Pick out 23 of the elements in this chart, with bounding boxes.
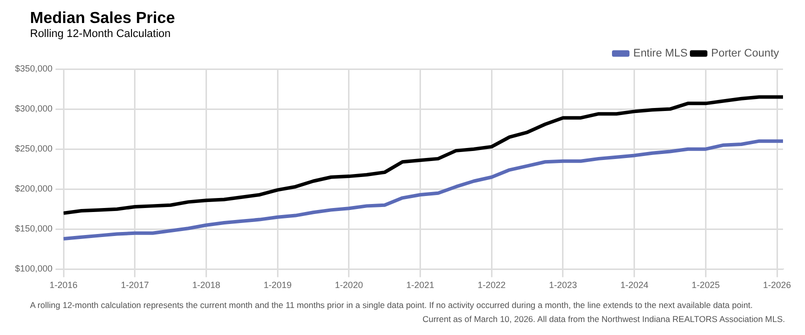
legend-label: Entire MLS [633,48,688,60]
text: A rolling 12-month calculation represents the current month and the 11 months prior in a single data point. If no activity occurred during a month, the line extends to the next available data point. [29,300,754,310]
text: Current as of March 10, 2026. All data from the Northwest Indiana REALTORS Association MLS. [421,314,786,324]
x-tick-label: 1-2019 [264,280,292,290]
x-tick-label: 1-2026 [763,280,792,290]
chart-subtitle: Rolling 12-Month Calculation [30,28,172,41]
x-tick-label: 1-2023 [548,280,578,290]
x-tick-label: 1-2018 [192,280,220,290]
y-tick-label: $150,000 [14,224,53,234]
x-tick-label: 1-2016 [50,280,78,290]
x-tick-label: 1-2021 [406,280,434,290]
y-tick-label: $250,000 [14,144,53,154]
y-tick-label: $300,000 [14,104,53,114]
x-tick-label: 1-2017 [120,280,149,290]
x-tick-label: 1-2025 [692,280,720,290]
y-tick-label: $200,000 [14,184,53,194]
x-tick-label: 1-2024 [620,280,648,290]
x-tick-label: 1-2020 [334,280,363,290]
y-tick-label: $100,000 [14,264,53,274]
y-tick-label: $350,000 [14,63,53,74]
legend-label: Porter County [711,48,780,60]
x-tick-label: 1-2022 [478,280,506,290]
chart-title: Median Sales Price [30,10,176,28]
